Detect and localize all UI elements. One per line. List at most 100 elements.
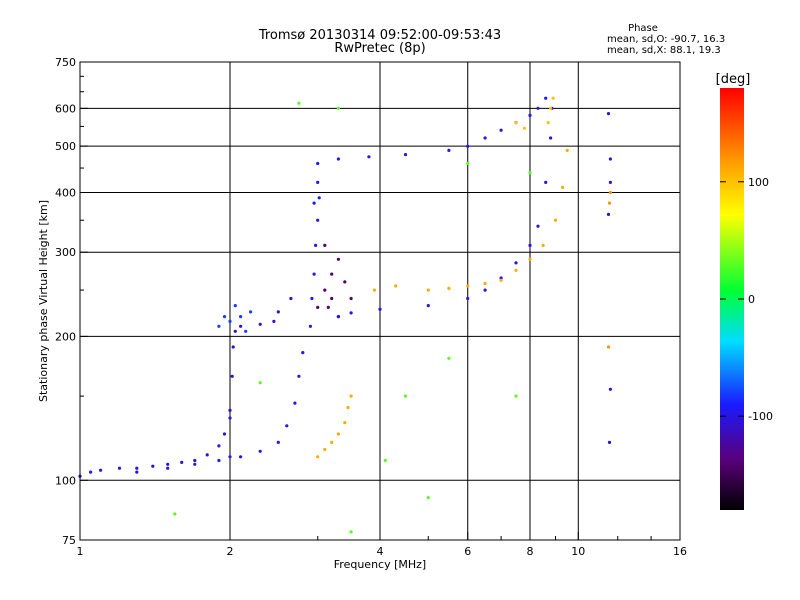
data-point [336, 315, 340, 319]
data-point [99, 468, 103, 472]
data-point [117, 466, 122, 470]
data-point [312, 201, 316, 205]
data-point [541, 243, 545, 247]
data-point [217, 444, 221, 448]
data-point [166, 462, 170, 466]
data-point [608, 190, 613, 195]
data-point [89, 470, 93, 474]
colorbar-tick-label: -100 [748, 410, 773, 423]
x-tick-label: 16 [673, 545, 687, 558]
data-point [336, 432, 340, 436]
data-point [607, 440, 612, 444]
data-point [316, 455, 320, 459]
data-points [78, 96, 613, 534]
y-axis-ticks: 75 100 200 300 400 500 600 750 [55, 56, 88, 547]
data-point [228, 455, 232, 459]
data-point [230, 374, 234, 378]
data-point [383, 458, 387, 463]
data-point [316, 305, 320, 309]
data-point [426, 288, 430, 292]
data-point [514, 261, 518, 265]
data-point [312, 272, 316, 276]
data-point [528, 113, 532, 117]
y-axis-label: Stationary phase Virtual Height [km] [37, 200, 50, 402]
data-point [549, 106, 553, 110]
data-point [310, 296, 314, 301]
data-point [228, 319, 232, 323]
data-point [565, 148, 569, 152]
data-point [447, 148, 451, 152]
data-point [514, 121, 518, 125]
data-point [403, 394, 408, 398]
data-point [173, 512, 177, 516]
data-point [349, 296, 353, 301]
data-point [166, 466, 170, 470]
data-point [249, 310, 253, 314]
data-point [606, 112, 611, 116]
stats-o-line: mean, sd,O: -90.7, 16.3 [607, 34, 725, 45]
y-tick-label: 500 [55, 140, 76, 153]
data-point [483, 136, 487, 140]
data-point [205, 453, 209, 457]
data-point [403, 153, 408, 157]
data-point [483, 281, 487, 286]
x-axis-ticks: 1 2 4 6 8 10 16 [77, 532, 687, 558]
data-point [536, 224, 540, 228]
data-point [258, 449, 262, 453]
data-point [228, 408, 232, 412]
data-point [346, 405, 350, 410]
data-point [544, 180, 548, 184]
data-point [544, 96, 548, 100]
data-point [297, 374, 301, 378]
data-point [426, 304, 430, 308]
data-point [330, 440, 334, 444]
data-point [499, 278, 503, 282]
data-point [258, 381, 262, 385]
grid-lines [80, 62, 680, 540]
data-point [323, 243, 327, 247]
data-point [349, 311, 353, 315]
data-point [551, 96, 555, 100]
colorbar-ticks: 100 0 -100 [720, 176, 773, 423]
chart-title: Tromsø 20130314 09:52:00-09:53:43 [258, 28, 501, 43]
data-point [499, 128, 503, 132]
data-point [514, 394, 518, 398]
y-tick-label: 200 [55, 330, 76, 343]
data-point [528, 171, 532, 175]
data-point [314, 243, 318, 247]
data-point [231, 345, 235, 349]
data-point [349, 394, 353, 398]
data-point [499, 276, 503, 280]
data-point [326, 305, 330, 309]
data-point [301, 351, 305, 355]
data-point [135, 470, 139, 474]
data-point [297, 101, 301, 105]
data-point [272, 319, 276, 323]
data-point [317, 196, 321, 200]
data-point [349, 530, 353, 534]
chart-subtitle: RwPretec (8p) [334, 41, 425, 56]
data-point [228, 416, 232, 420]
x-tick-label: 8 [527, 545, 534, 558]
data-point [378, 307, 382, 311]
data-point [561, 185, 565, 189]
data-point [367, 155, 371, 159]
y-tick-label: 100 [55, 474, 76, 487]
colorbar-tick-label: 0 [748, 293, 755, 306]
data-point [193, 462, 197, 466]
data-point [536, 106, 540, 110]
data-point [308, 324, 312, 328]
data-point [217, 458, 221, 463]
y-tick-label: 750 [55, 56, 76, 69]
x-tick-label: 1 [77, 545, 84, 558]
data-point [330, 272, 334, 276]
data-point [233, 329, 237, 333]
data-point [466, 161, 470, 166]
data-point [336, 106, 340, 110]
data-point [466, 144, 470, 148]
y-tick-label: 400 [55, 186, 76, 199]
data-point [239, 324, 243, 328]
data-point [316, 180, 320, 184]
data-point [217, 324, 221, 328]
